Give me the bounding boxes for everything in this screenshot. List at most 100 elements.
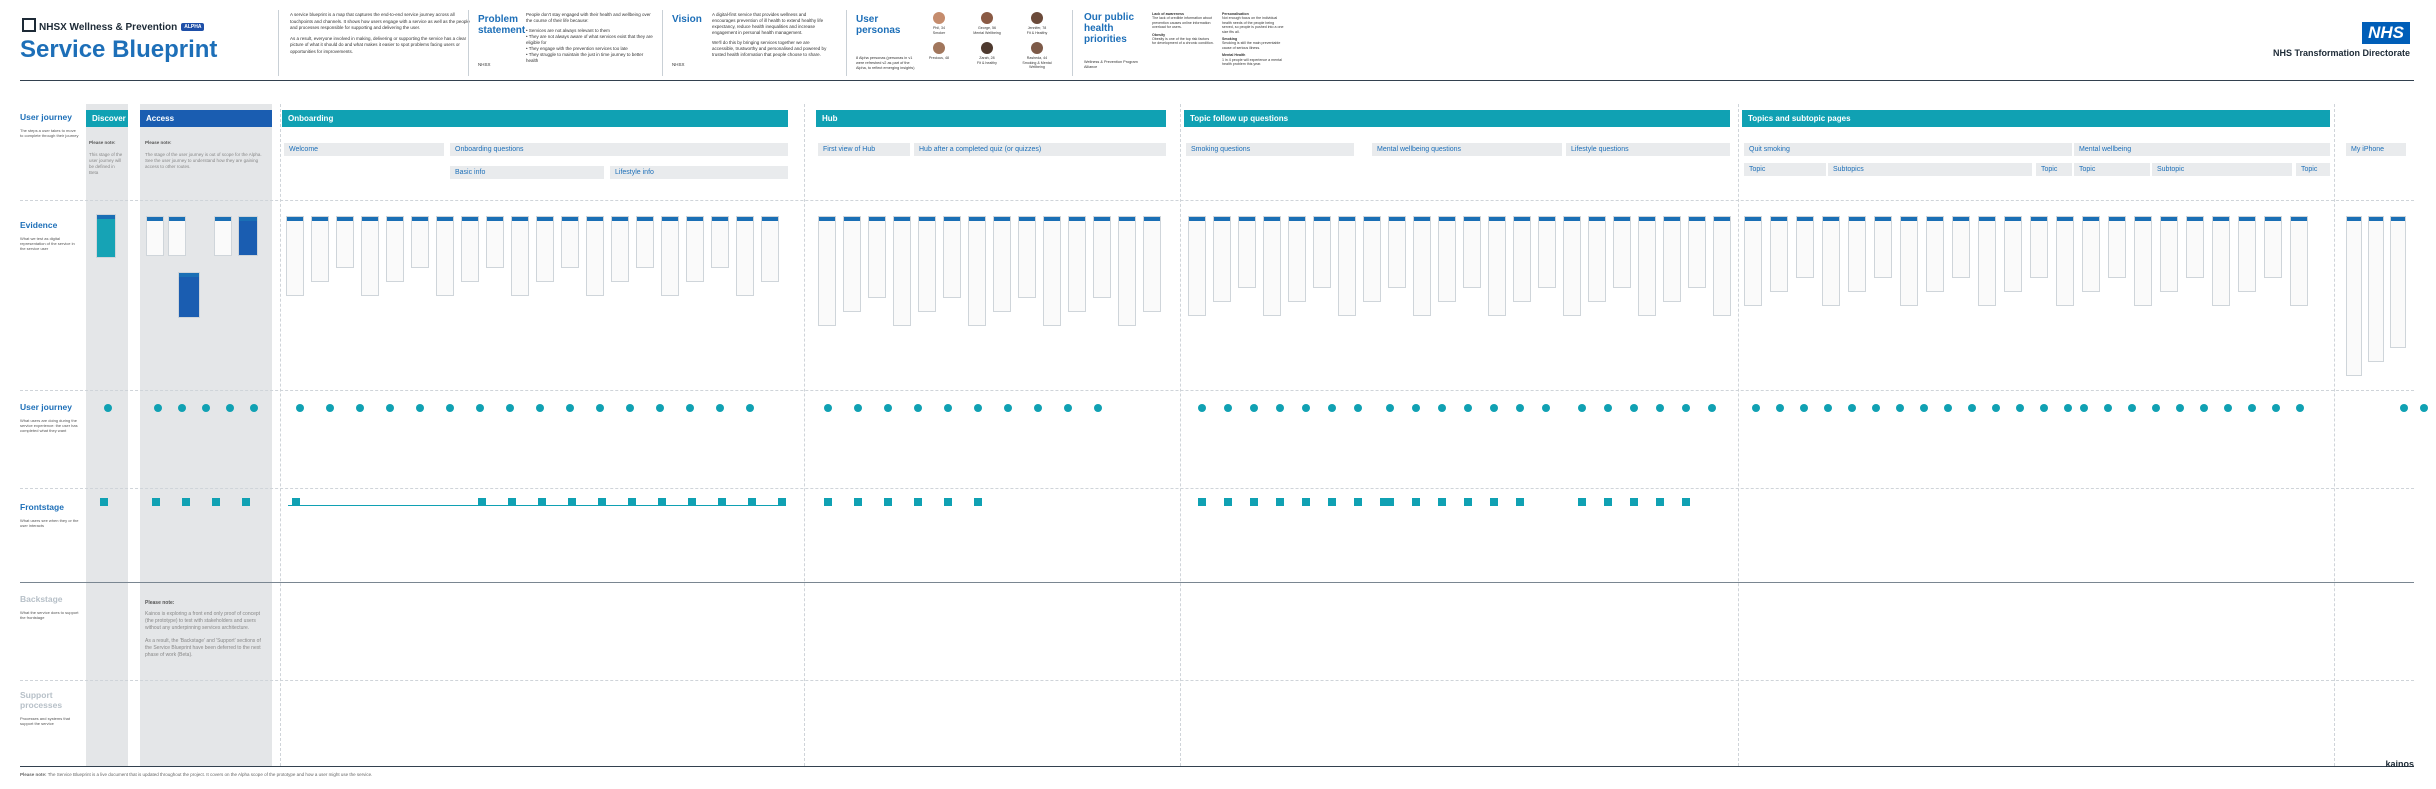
phase-discover[interactable]: Discover bbox=[86, 110, 128, 127]
touchpoint-marker bbox=[478, 498, 486, 506]
discover-note: Please note: This stage of the user jour… bbox=[89, 140, 123, 175]
personas-note: 8 Alpha personas (personas in v1 were re… bbox=[856, 56, 915, 70]
touchpoint-marker bbox=[1328, 498, 1336, 506]
evidence-screenshot bbox=[1118, 216, 1136, 326]
access-note: Please note: The stage of the user journ… bbox=[145, 140, 262, 169]
journey-step-dot bbox=[1872, 404, 1880, 412]
subphase-smoking-questions[interactable]: Smoking questions bbox=[1186, 143, 1354, 156]
subphase-subtopics[interactable]: Subtopics bbox=[1828, 163, 2032, 176]
subphase-lifestyle-questions[interactable]: Lifestyle questions bbox=[1566, 143, 1730, 156]
evidence-screenshot bbox=[1238, 216, 1256, 288]
line-of-visibility bbox=[20, 582, 2414, 583]
subphase-mental-wellbeing[interactable]: Mental wellbeing bbox=[2074, 143, 2330, 156]
subphase-first-view-hub[interactable]: First view of Hub bbox=[818, 143, 910, 156]
journey-step-dot bbox=[296, 404, 304, 412]
evidence-screenshot bbox=[2160, 216, 2178, 292]
evidence-screenshot bbox=[1068, 216, 1086, 312]
subphase-topic[interactable]: Topic bbox=[1744, 163, 1826, 176]
persona-card[interactable]: Jennifer, 78 Fit & Healthy bbox=[1020, 12, 1054, 35]
persona-card[interactable]: Precious, 48 bbox=[922, 42, 956, 61]
journey-step-dot bbox=[1412, 404, 1420, 412]
persona-card[interactable]: George, 56 Mental Wellbeing bbox=[970, 12, 1004, 35]
evidence-screenshot bbox=[2134, 216, 2152, 306]
journey-step-dot bbox=[566, 404, 574, 412]
journey-step-dot bbox=[1824, 404, 1832, 412]
row-label-user-steps: User journey What users are doing during… bbox=[20, 402, 78, 433]
journey-step-dot bbox=[596, 404, 604, 412]
evidence-screenshot bbox=[1796, 216, 1814, 278]
touchpoint-marker bbox=[1604, 498, 1612, 506]
journey-step-dot bbox=[686, 404, 694, 412]
touchpoint-marker bbox=[598, 498, 606, 506]
touchpoint-marker bbox=[152, 498, 160, 506]
subphase-my-iphone[interactable]: My iPhone bbox=[2346, 143, 2406, 156]
evidence-screenshot bbox=[2238, 216, 2256, 292]
touchpoint-marker bbox=[914, 498, 922, 506]
subphase-mental-wellbeing-questions[interactable]: Mental wellbeing questions bbox=[1372, 143, 1562, 156]
public-health-priorities-title: Our public health priorities bbox=[1084, 12, 1134, 45]
persona-card[interactable]: Phil, 34 Smoker bbox=[922, 12, 956, 35]
subphase-subtopic[interactable]: Subtopic bbox=[2152, 163, 2292, 176]
header-divider bbox=[468, 10, 469, 76]
user-personas-title: User personas bbox=[856, 14, 901, 36]
phase-topics-subtopics[interactable]: Topics and subtopic pages bbox=[1742, 110, 2330, 127]
evidence-screenshot bbox=[436, 216, 454, 296]
persona-card[interactable]: Rasheda, 44 Smoking & Mental Wellbeing bbox=[1020, 42, 1054, 70]
phase-onboarding[interactable]: Onboarding bbox=[282, 110, 788, 127]
subphase-lifestyle-info[interactable]: Lifestyle info bbox=[610, 166, 788, 179]
touchpoint-marker bbox=[1516, 498, 1524, 506]
evidence-screenshot bbox=[411, 216, 429, 268]
subphase-welcome[interactable]: Welcome bbox=[284, 143, 444, 156]
journey-step-dot bbox=[2152, 404, 2160, 412]
touchpoint-marker bbox=[508, 498, 516, 506]
persona-avatar bbox=[933, 12, 945, 24]
journey-step-dot bbox=[506, 404, 514, 412]
evidence-screenshot bbox=[1213, 216, 1231, 302]
evidence-screenshot bbox=[993, 216, 1011, 312]
subphase-onboarding-questions[interactable]: Onboarding questions bbox=[450, 143, 788, 156]
subphase-basic-info[interactable]: Basic info bbox=[450, 166, 604, 179]
persona-avatar bbox=[981, 12, 993, 24]
phase-hub[interactable]: Hub bbox=[816, 110, 1166, 127]
evidence-screenshot bbox=[1463, 216, 1481, 288]
subphase-quit-smoking[interactable]: Quit smoking bbox=[1744, 143, 2072, 156]
journey-step-dot bbox=[1848, 404, 1856, 412]
frontstage-line bbox=[288, 505, 784, 506]
touchpoint-marker bbox=[1380, 498, 1388, 506]
evidence-screenshot bbox=[918, 216, 936, 312]
evidence-screenshot bbox=[536, 216, 554, 282]
evidence-screenshot bbox=[893, 216, 911, 326]
evidence-screenshot bbox=[2082, 216, 2100, 292]
journey-step-dot bbox=[446, 404, 454, 412]
evidence-screenshot bbox=[146, 216, 164, 256]
column-divider bbox=[1738, 104, 1739, 766]
phase-access[interactable]: Access bbox=[140, 110, 272, 127]
evidence-screenshot bbox=[2186, 216, 2204, 278]
subphase-hub-after-quiz[interactable]: Hub after a completed quiz (or quizzes) bbox=[914, 143, 1166, 156]
journey-step-dot bbox=[1578, 404, 1586, 412]
subphase-topic[interactable]: Topic bbox=[2296, 163, 2330, 176]
journey-step-dot bbox=[944, 404, 952, 412]
touchpoint-marker bbox=[1224, 498, 1232, 506]
subphase-topic[interactable]: Topic bbox=[2074, 163, 2150, 176]
blueprint-intro: A service blueprint is a map that captur… bbox=[290, 12, 470, 54]
evidence-screenshot bbox=[736, 216, 754, 296]
phase-topic-follow-up[interactable]: Topic follow up questions bbox=[1184, 110, 1730, 127]
evidence-screenshot bbox=[843, 216, 861, 312]
persona-card[interactable]: Zarah, 28 Fit & healthy bbox=[970, 42, 1004, 65]
touchpoint-marker bbox=[1464, 498, 1472, 506]
persona-avatar bbox=[1031, 12, 1043, 24]
evidence-screenshot bbox=[1338, 216, 1356, 316]
evidence-screenshot bbox=[2390, 216, 2406, 348]
journey-step-dot bbox=[202, 404, 210, 412]
problem-tag: NHSX bbox=[478, 62, 491, 67]
header-rule bbox=[20, 80, 2414, 81]
evidence-screenshot bbox=[486, 216, 504, 268]
priorities-col-2: Personalisation Not enough focus on the … bbox=[1222, 12, 1284, 67]
subphase-topic[interactable]: Topic bbox=[2036, 163, 2072, 176]
evidence-screenshot bbox=[1363, 216, 1381, 302]
journey-step-dot bbox=[1438, 404, 1446, 412]
evidence-screenshot bbox=[1713, 216, 1731, 316]
evidence-screenshot bbox=[1438, 216, 1456, 302]
evidence-screenshot bbox=[1513, 216, 1531, 302]
